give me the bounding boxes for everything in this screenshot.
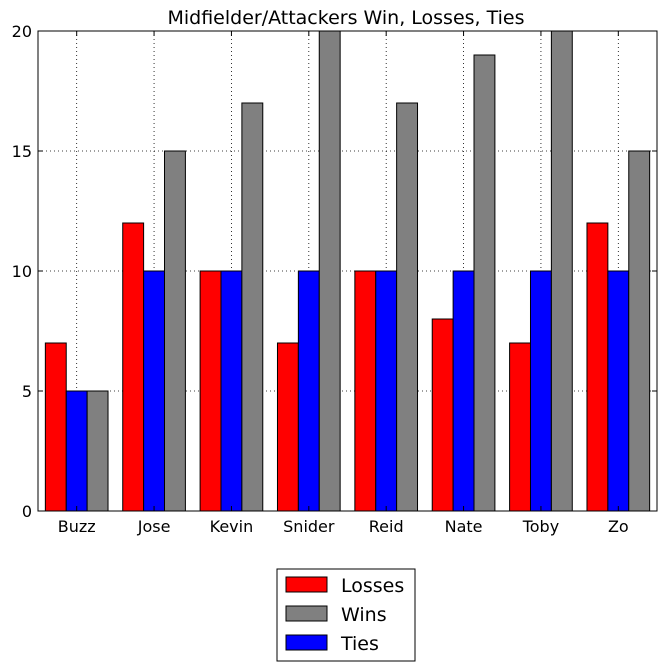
bar-losses — [586, 222, 609, 512]
legend-label-ties: Ties — [340, 633, 379, 655]
x-tick-label: Buzz — [58, 517, 96, 536]
x-tick-label: Nate — [445, 517, 483, 536]
bar-losses — [431, 318, 454, 512]
bar-ties — [143, 270, 166, 512]
x-tick-label: Zo — [608, 517, 629, 536]
bar-losses — [354, 270, 377, 512]
chart-title: Midfielder/Attackers Win, Losses, Ties — [167, 7, 524, 29]
bar-wins — [164, 150, 186, 512]
x-tick-label: Snider — [283, 517, 335, 536]
legend-label-losses: Losses — [341, 575, 404, 597]
x-tick-label: Reid — [369, 517, 404, 536]
bar-losses — [199, 270, 222, 512]
y-tick-label: 5 — [22, 382, 32, 401]
bar-wins — [628, 150, 651, 512]
bar-ties — [375, 270, 398, 512]
bar-ties — [607, 270, 630, 512]
bar-ties — [65, 390, 88, 512]
bar-losses — [122, 222, 145, 512]
bar-losses — [509, 342, 531, 512]
bar-ties — [220, 270, 243, 512]
bar-ties — [452, 270, 475, 512]
x-tick-label: Jose — [137, 517, 171, 536]
y-tick-label: 0 — [22, 502, 32, 521]
y-tick-label: 10 — [12, 262, 32, 281]
bar-losses — [44, 342, 67, 512]
bar-wins — [86, 390, 109, 512]
bars-group — [44, 30, 651, 512]
bar-ties — [297, 270, 320, 512]
y-tick-label: 20 — [12, 22, 32, 41]
bar-wins — [396, 102, 419, 512]
bar-wins — [241, 102, 264, 512]
legend-label-wins: Wins — [341, 604, 387, 626]
legend-swatch-losses — [285, 576, 328, 593]
bar-ties — [529, 270, 552, 512]
x-tick-label: Kevin — [210, 517, 254, 536]
y-tick-label: 15 — [12, 142, 32, 161]
legend: Losses Wins Ties — [276, 568, 416, 662]
bar-wins — [550, 30, 573, 512]
legend-swatch-ties — [285, 634, 328, 651]
bar-wins — [318, 30, 341, 512]
bar-wins — [473, 54, 496, 512]
legend-swatch-wins — [285, 605, 328, 622]
x-tick-label: Toby — [522, 517, 559, 536]
bar-losses — [276, 342, 299, 512]
axis-ticks: 0 5 10 15 20 Buzz Jose Kevin Snider Reid Nate Toby Z… — [12, 22, 657, 536]
